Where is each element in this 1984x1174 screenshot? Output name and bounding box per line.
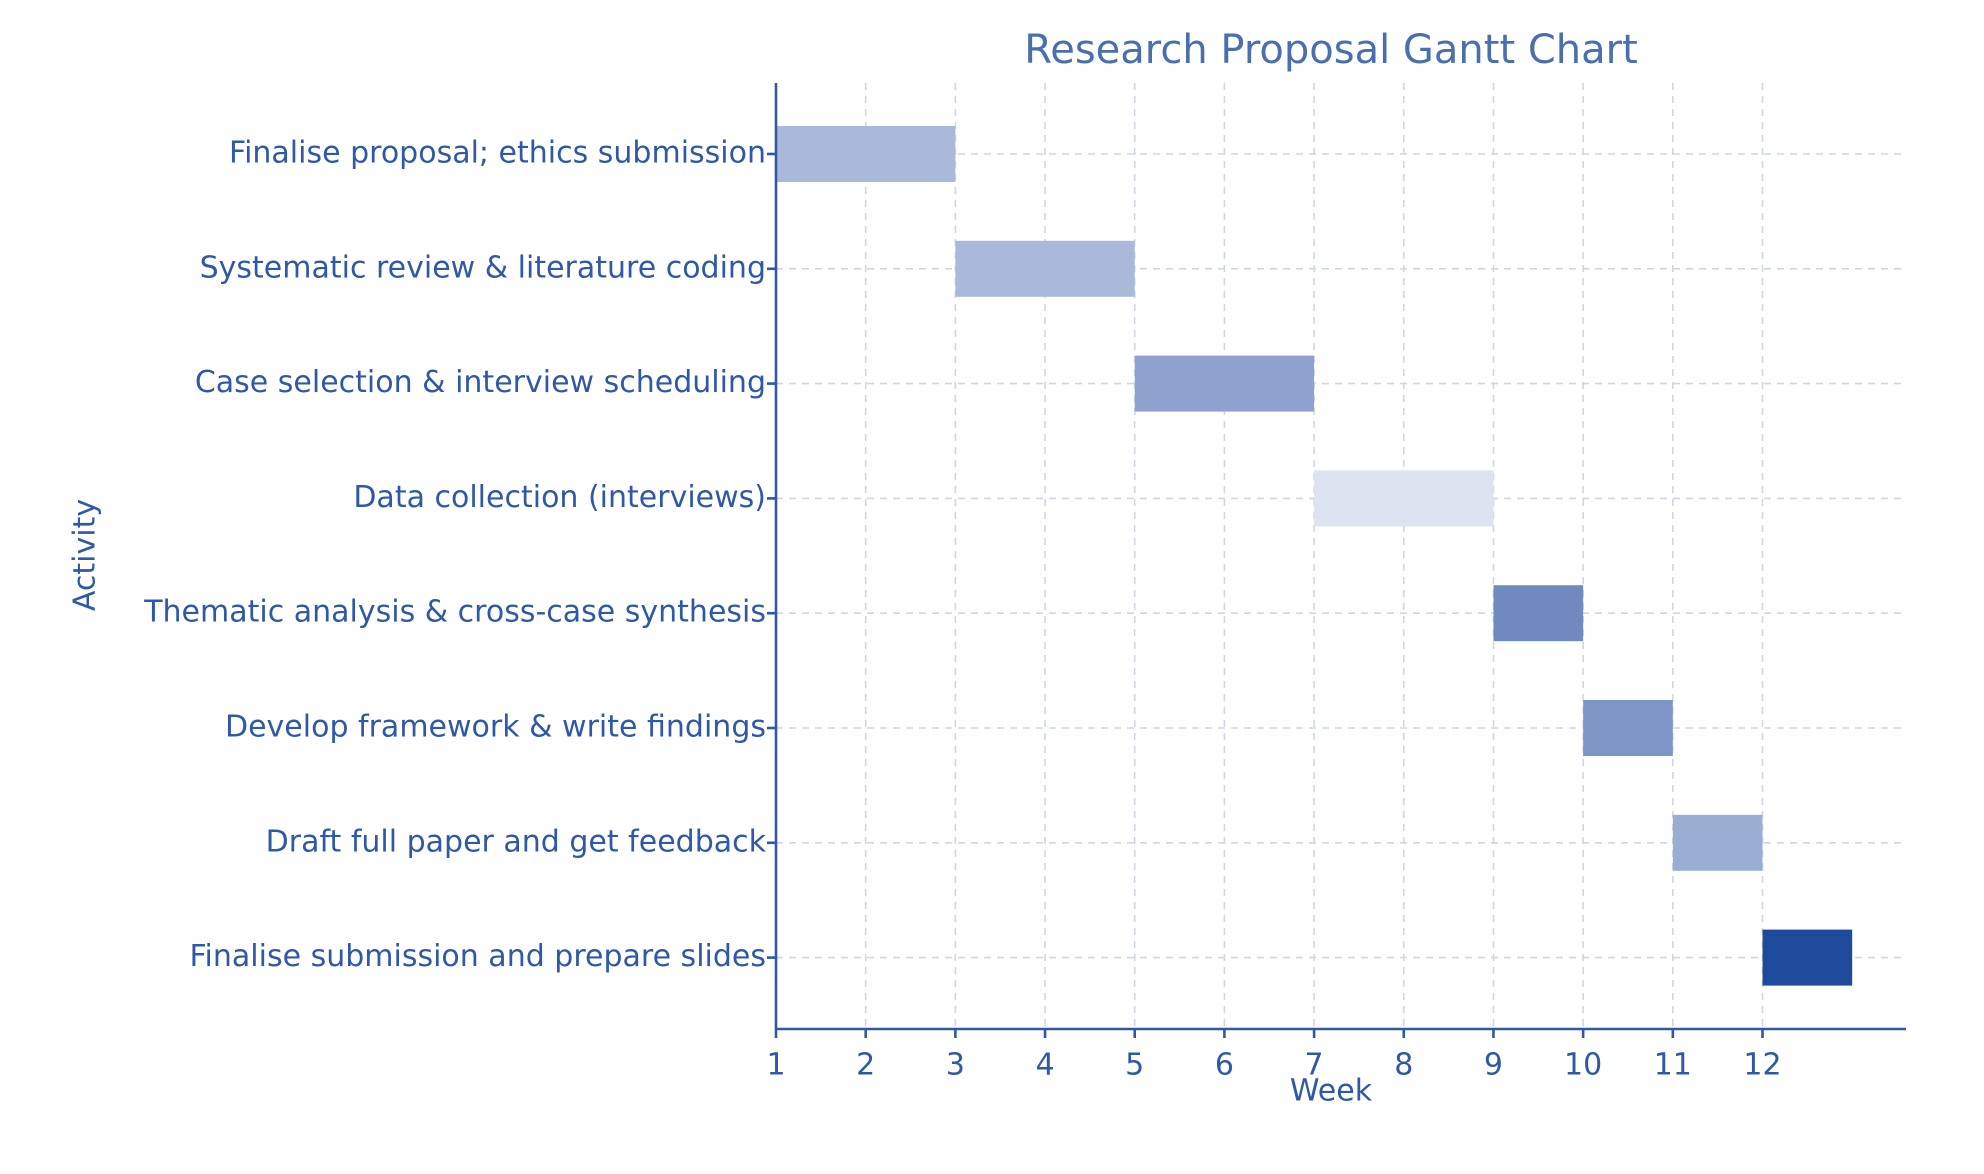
x-tick-label: 8 bbox=[1394, 1048, 1413, 1083]
gantt-bar bbox=[1583, 700, 1673, 756]
gantt-bar bbox=[1134, 355, 1315, 412]
activity-label: Finalise submission and prepare slides bbox=[189, 939, 766, 974]
x-axis-label: Week bbox=[1290, 1074, 1373, 1109]
x-tick-label: 1 bbox=[766, 1048, 785, 1083]
gantt-bar bbox=[1672, 814, 1763, 871]
bars bbox=[776, 126, 1853, 986]
y-axis-label: Activity bbox=[68, 499, 103, 611]
gantt-bar bbox=[1762, 929, 1853, 986]
x-tick-label: 7 bbox=[1305, 1048, 1324, 1083]
activity-label: Case selection & interview scheduling bbox=[195, 365, 766, 400]
chart-title: Research Proposal Gantt Chart bbox=[1024, 27, 1638, 73]
activity-label: Develop framework & write findings bbox=[225, 710, 766, 745]
x-tick-label: 3 bbox=[946, 1048, 965, 1083]
gantt-bar bbox=[1493, 585, 1584, 642]
activity-label: Systematic review & literature coding bbox=[200, 250, 766, 285]
x-tick-label: 12 bbox=[1743, 1048, 1781, 1083]
activity-label: Draft full paper and get feedback bbox=[266, 824, 767, 859]
x-tick-label: 5 bbox=[1125, 1048, 1144, 1083]
x-tick-label: 11 bbox=[1654, 1048, 1692, 1083]
x-tick-label: 10 bbox=[1564, 1048, 1602, 1083]
gantt-bar bbox=[1314, 470, 1494, 527]
activity-label: Thematic analysis & cross-case synthesis bbox=[143, 595, 766, 630]
activity-label: Finalise proposal; ethics submission bbox=[229, 136, 766, 171]
activity-label: Data collection (interviews) bbox=[353, 480, 766, 515]
x-tick-label: 4 bbox=[1036, 1048, 1055, 1083]
axes bbox=[774, 83, 1906, 1031]
x-tick-label: 9 bbox=[1484, 1048, 1503, 1083]
gantt-bar bbox=[776, 126, 956, 182]
x-tick-label: 2 bbox=[856, 1048, 875, 1083]
grid bbox=[775, 83, 1906, 1029]
gantt-bar bbox=[955, 240, 1135, 297]
x-tick-label: 6 bbox=[1215, 1048, 1234, 1083]
